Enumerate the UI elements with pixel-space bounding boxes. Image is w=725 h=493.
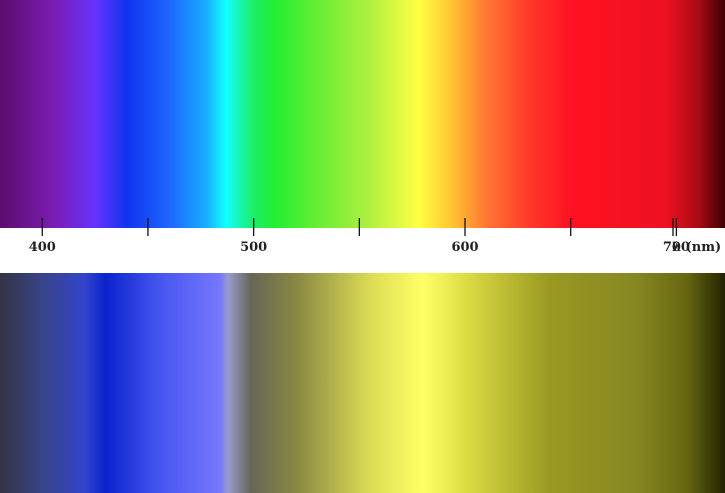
tick-label: 700 [663,240,690,255]
visible-spectrum-band [0,0,725,228]
simulated-gradient-fill [0,273,725,493]
tick-label: 600 [451,240,478,255]
simulated-color-vision-band [0,273,725,493]
axis-label: λ (nm) [672,240,721,255]
spectrum-gradient-fill [0,0,725,228]
tick-label: 500 [240,240,267,255]
tick-label: 400 [29,240,56,255]
